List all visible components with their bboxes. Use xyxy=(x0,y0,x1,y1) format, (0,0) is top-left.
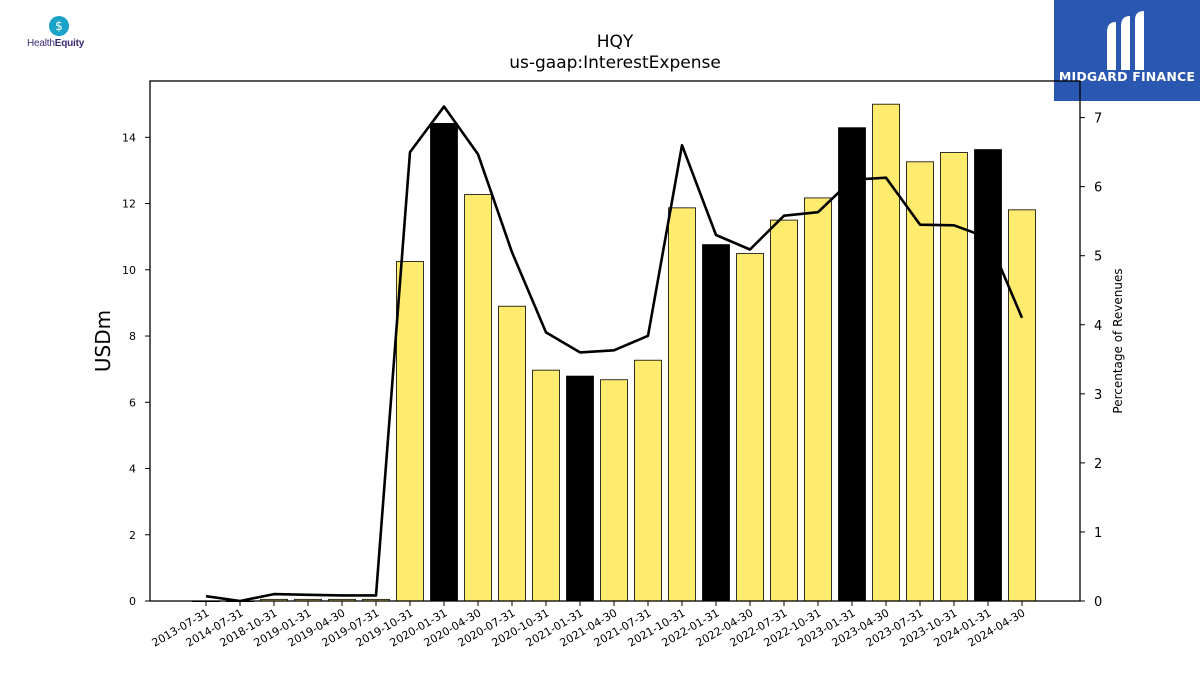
y-tick-label: 4 xyxy=(129,463,136,476)
bar-2021-07-31 xyxy=(634,359,662,602)
y-tick-label: 12 xyxy=(122,198,136,211)
bar-2019-10-31 xyxy=(396,261,424,602)
bar-2021-10-31 xyxy=(668,207,696,602)
healthequity-wordmark: HealthEquity xyxy=(27,38,85,49)
chart-subtitle: us-gaap:InterestExpense xyxy=(509,53,721,73)
bar-2023-10-31 xyxy=(940,152,968,602)
bar-2023-01-31 xyxy=(838,127,866,602)
bar-2024-04-30 xyxy=(1008,209,1036,602)
y2-tick-label: 6 xyxy=(1094,181,1102,196)
revenue-percentage-line xyxy=(205,105,1024,603)
y-tick-label: 0 xyxy=(129,595,136,608)
y-tick-label: 14 xyxy=(122,131,136,144)
y-tick-label: 2 xyxy=(129,529,136,542)
dollar-badge-icon: $ xyxy=(49,16,69,36)
y2-tick-label: 3 xyxy=(1094,388,1102,403)
y2-tick-label: 5 xyxy=(1094,250,1102,265)
y-axis-label: USDm xyxy=(91,310,115,372)
bar-2022-10-31 xyxy=(804,197,832,602)
bar-2022-07-31 xyxy=(770,219,798,602)
bar-2020-10-31 xyxy=(532,369,560,602)
y2-tick-label: 0 xyxy=(1094,595,1102,610)
midgard-m-icon xyxy=(1107,11,1144,70)
bar-2022-01-31 xyxy=(702,244,730,602)
bar-2023-07-31 xyxy=(906,161,934,602)
y2-tick-label: 7 xyxy=(1094,112,1102,127)
bar-2024-01-31 xyxy=(974,149,1002,602)
bar-2020-07-31 xyxy=(498,305,526,602)
bar-2021-04-30 xyxy=(600,379,628,602)
bar-2020-01-31 xyxy=(430,122,458,602)
midgard-finance-logo: MIDGARD FINANCE xyxy=(1054,0,1200,101)
bar-2022-04-30 xyxy=(736,253,764,602)
y2-tick-label: 2 xyxy=(1094,457,1102,472)
plot-frame xyxy=(149,80,1081,602)
healthequity-logo: $ HealthEquity xyxy=(24,14,96,54)
chart-title: HQY xyxy=(596,32,634,52)
bar-2020-04-30 xyxy=(464,194,492,602)
y-tick-label: 10 xyxy=(122,264,136,277)
y2-tick-label: 1 xyxy=(1094,526,1102,541)
y-tick-label: 8 xyxy=(129,330,136,343)
y2-tick-label: 4 xyxy=(1094,319,1102,334)
midgard-finance-name: MIDGARD FINANCE xyxy=(1058,69,1196,84)
bar-2023-04-30 xyxy=(872,103,900,602)
y2-axis-label: Percentage of Revenues xyxy=(1111,268,1125,413)
y-tick-label: 6 xyxy=(129,396,136,409)
bar-2021-01-31 xyxy=(566,375,594,602)
